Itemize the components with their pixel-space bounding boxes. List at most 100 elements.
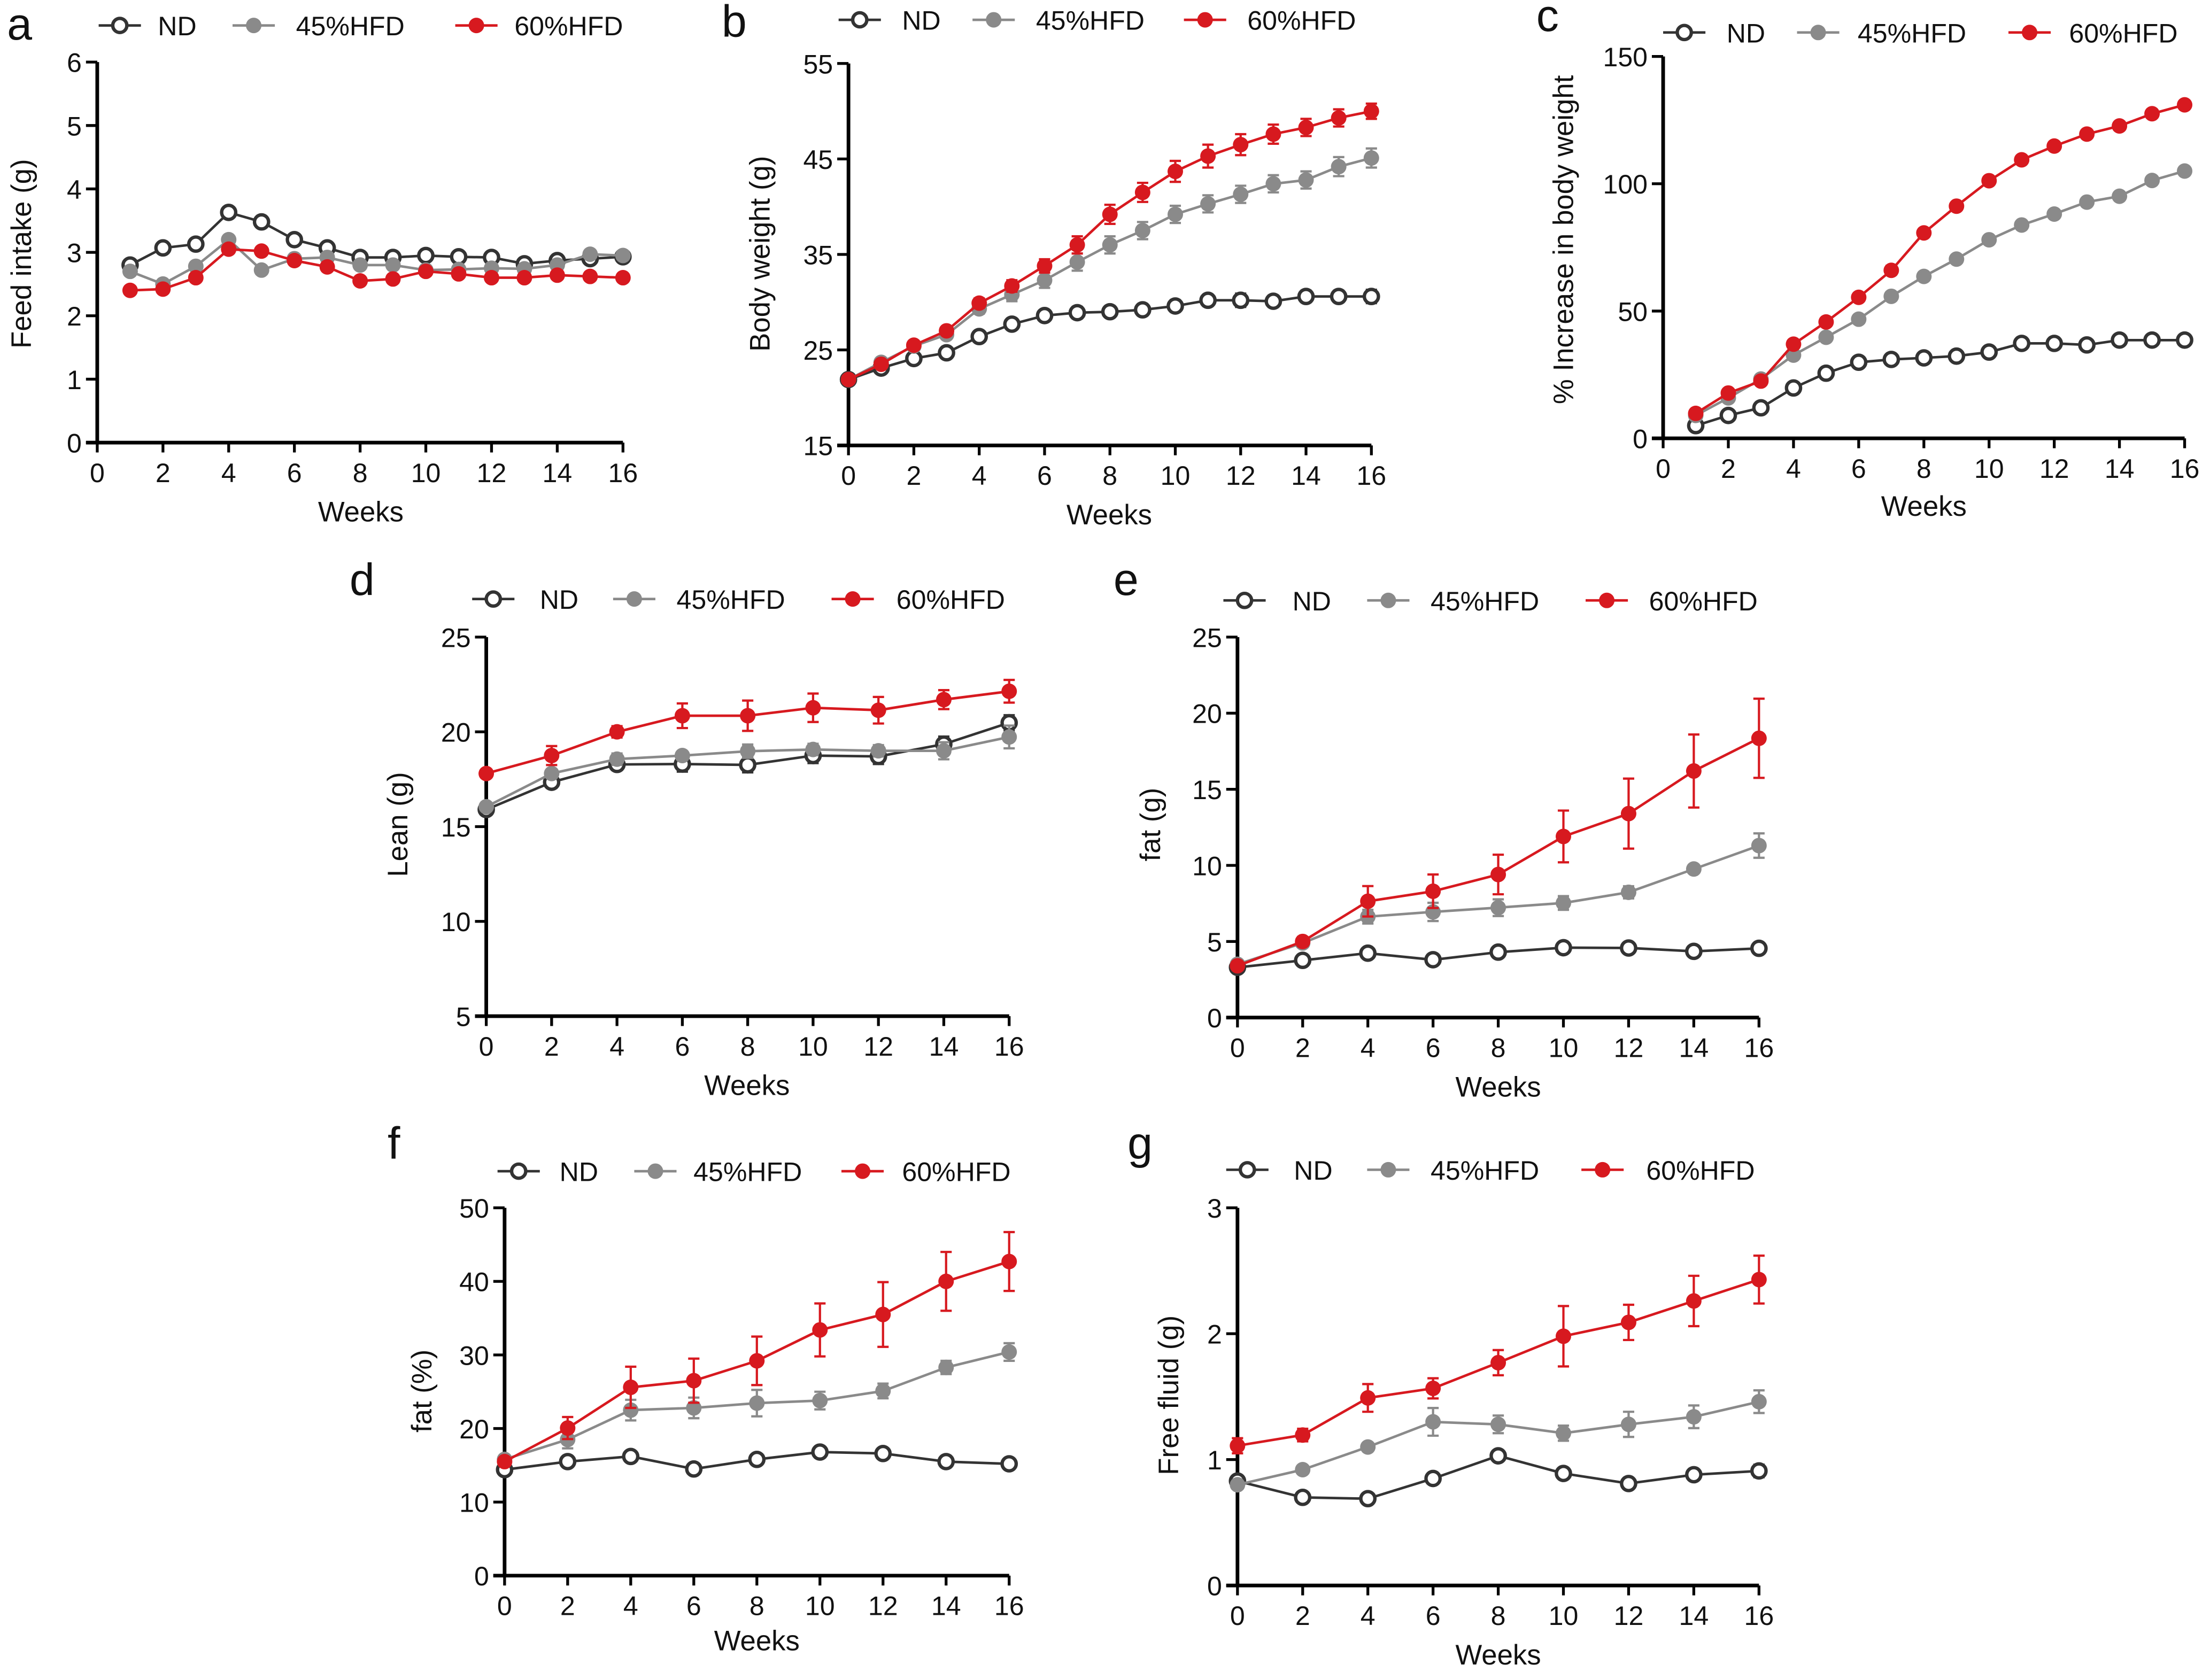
legend-marker — [1810, 25, 1826, 41]
data-point — [1265, 126, 1281, 142]
legend-marker — [647, 1163, 663, 1179]
data-point — [1949, 251, 1965, 267]
data-point — [2079, 194, 2095, 210]
data-point — [549, 267, 565, 283]
data-point — [1620, 806, 1636, 822]
data-point — [1883, 288, 1899, 304]
x-tick-label: 16 — [608, 458, 638, 488]
data-point — [1818, 329, 1834, 345]
y-axis-label: Free fluid (g) — [1153, 1315, 1185, 1475]
data-point — [938, 1273, 954, 1289]
data-point — [1331, 159, 1347, 175]
data-point — [739, 756, 756, 774]
data-point — [811, 1443, 829, 1461]
data-point — [1490, 1416, 1506, 1433]
data-point — [1298, 119, 1314, 135]
series-60%HFD — [497, 1230, 1017, 1469]
data-point — [516, 270, 532, 286]
data-point — [2144, 173, 2160, 189]
data-point — [674, 708, 690, 724]
panel-c: c 0 2 4 6 8 10 12 14 16 0 50 100 150 Weeks % Increase i… — [1536, 0, 2200, 522]
panel-d: d 0 2 4 6 8 10 12 14 16 5 10 15 20 25 Weeks Lean (g) ND 45… — [350, 554, 1024, 1102]
y-tick-label: 5 — [456, 1002, 471, 1032]
legend-marker — [986, 12, 1002, 28]
data-point — [1916, 268, 1932, 284]
data-point — [1425, 1414, 1441, 1430]
x-tick-label: 8 — [1917, 454, 1931, 484]
x-tick-label: 4 — [1786, 454, 1801, 484]
y-tick-label: 2 — [67, 301, 82, 331]
x-tick-label: 8 — [353, 458, 368, 488]
x-tick-label: 10 — [1161, 461, 1191, 491]
y-tick-label: 50 — [1618, 297, 1648, 327]
data-point — [971, 295, 987, 311]
series-line — [1695, 103, 2185, 415]
series-line — [1237, 737, 1760, 967]
x-tick-label: 14 — [931, 1591, 961, 1621]
legend-marker — [626, 591, 642, 607]
legend-label: ND — [540, 585, 578, 615]
x-tick-label: 4 — [1361, 1033, 1376, 1063]
x-tick-label: 12 — [1226, 461, 1256, 491]
x-tick-label: 16 — [2170, 454, 2200, 484]
data-point — [2176, 331, 2193, 349]
data-point — [1981, 173, 1997, 189]
data-point — [2013, 335, 2031, 352]
x-axis-label: Weeks — [1881, 491, 1967, 522]
y-tick-label: 10 — [441, 907, 471, 937]
y-tick-label: 50 — [459, 1194, 489, 1224]
data-point — [2046, 206, 2062, 222]
data-point — [1069, 254, 1085, 270]
data-point — [1265, 176, 1281, 192]
series-ND — [839, 288, 1380, 389]
y-tick-label: 3 — [1207, 1194, 1222, 1224]
series-line — [1237, 1400, 1759, 1487]
panel-label: e — [1114, 554, 1139, 605]
x-tick-label: 10 — [805, 1591, 835, 1621]
x-tick-label: 16 — [1744, 1601, 1774, 1631]
x-tick-label: 2 — [544, 1032, 559, 1062]
x-tick-label: 14 — [1679, 1033, 1709, 1063]
data-point — [1359, 1490, 1377, 1508]
legend-label: 60%HFD — [897, 585, 1005, 615]
data-point — [1850, 353, 1868, 371]
data-point — [478, 799, 494, 815]
x-tick-label: 0 — [479, 1032, 494, 1062]
data-point — [1200, 148, 1216, 164]
data-point — [1915, 349, 1933, 367]
x-tick-label: 0 — [1230, 1601, 1245, 1631]
data-point — [937, 1453, 955, 1470]
data-point — [1784, 379, 1803, 397]
y-tick-label: 15 — [803, 431, 833, 461]
data-point — [2045, 335, 2064, 352]
data-point — [1295, 933, 1311, 949]
x-tick-label: 12 — [1614, 1033, 1644, 1063]
x-axis-label: Weeks — [1455, 1071, 1541, 1103]
data-point — [615, 247, 631, 264]
data-point — [1751, 1393, 1767, 1410]
data-point — [938, 1359, 954, 1375]
series-ND — [1687, 331, 2193, 435]
legend-label: ND — [1727, 18, 1765, 48]
series-45%HFD — [840, 147, 1379, 388]
series-line — [129, 238, 623, 286]
data-point — [582, 246, 598, 262]
data-point — [253, 243, 269, 259]
data-point — [1000, 1455, 1018, 1473]
data-point — [2144, 106, 2160, 122]
data-point — [1424, 1469, 1442, 1488]
panel-b: b 0 2 4 6 8 10 12 14 16 15 25 35 45 55 Weeks Body weight… — [722, 0, 1386, 531]
data-point — [2079, 126, 2095, 142]
data-point — [615, 270, 631, 286]
x-tick-label: 4 — [221, 458, 236, 488]
legend-label: 45%HFD — [296, 11, 405, 41]
x-tick-label: 14 — [2105, 454, 2135, 484]
x-tick-label: 16 — [994, 1591, 1024, 1621]
legend-label: ND — [158, 11, 196, 41]
panel-label: b — [722, 0, 747, 47]
data-point — [875, 1383, 891, 1399]
x-tick-label: 14 — [543, 458, 573, 488]
y-tick-label: 4 — [67, 175, 82, 205]
legend-marker — [468, 18, 484, 34]
panel-label: d — [350, 554, 375, 605]
